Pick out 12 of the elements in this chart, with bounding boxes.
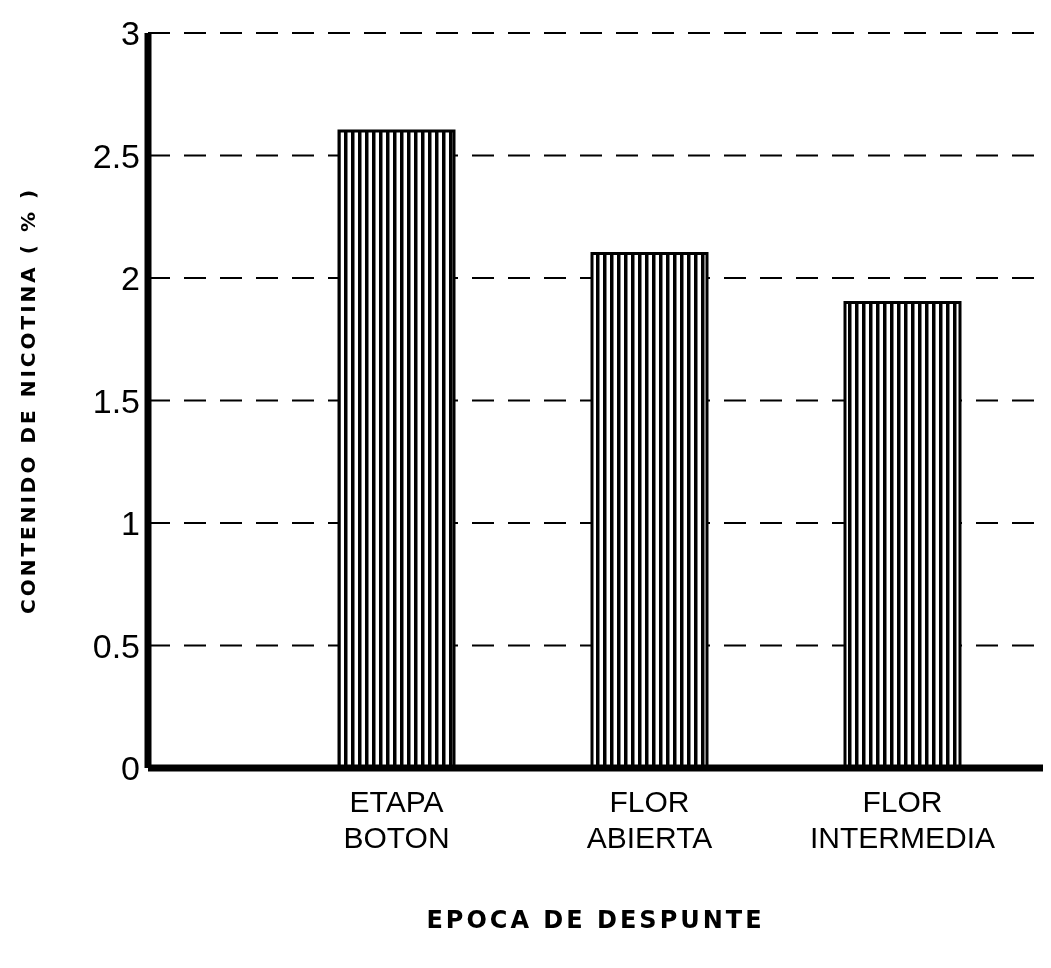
y-tick-label: 2 — [121, 259, 140, 298]
x-tick-label: FLOR ABIERTA — [586, 785, 713, 854]
y-axis-title: CONTENIDO DE NICOTINA ( % ) — [16, 186, 41, 615]
x-axis-title: EPOCA DE DESPUNTE — [426, 906, 765, 934]
x-tick-label: FLOR INTERMEDIA — [809, 785, 996, 854]
y-tick-label: 0 — [121, 749, 140, 788]
y-tick-label: 0.5 — [92, 626, 140, 665]
y-tick-label: 2.5 — [92, 136, 140, 175]
y-tick-label: 3 — [121, 14, 140, 53]
y-tick-label: 1.5 — [92, 381, 140, 420]
y-tick-label: 1 — [121, 504, 140, 543]
x-tick-label: ETAPA BOTON — [343, 785, 450, 854]
